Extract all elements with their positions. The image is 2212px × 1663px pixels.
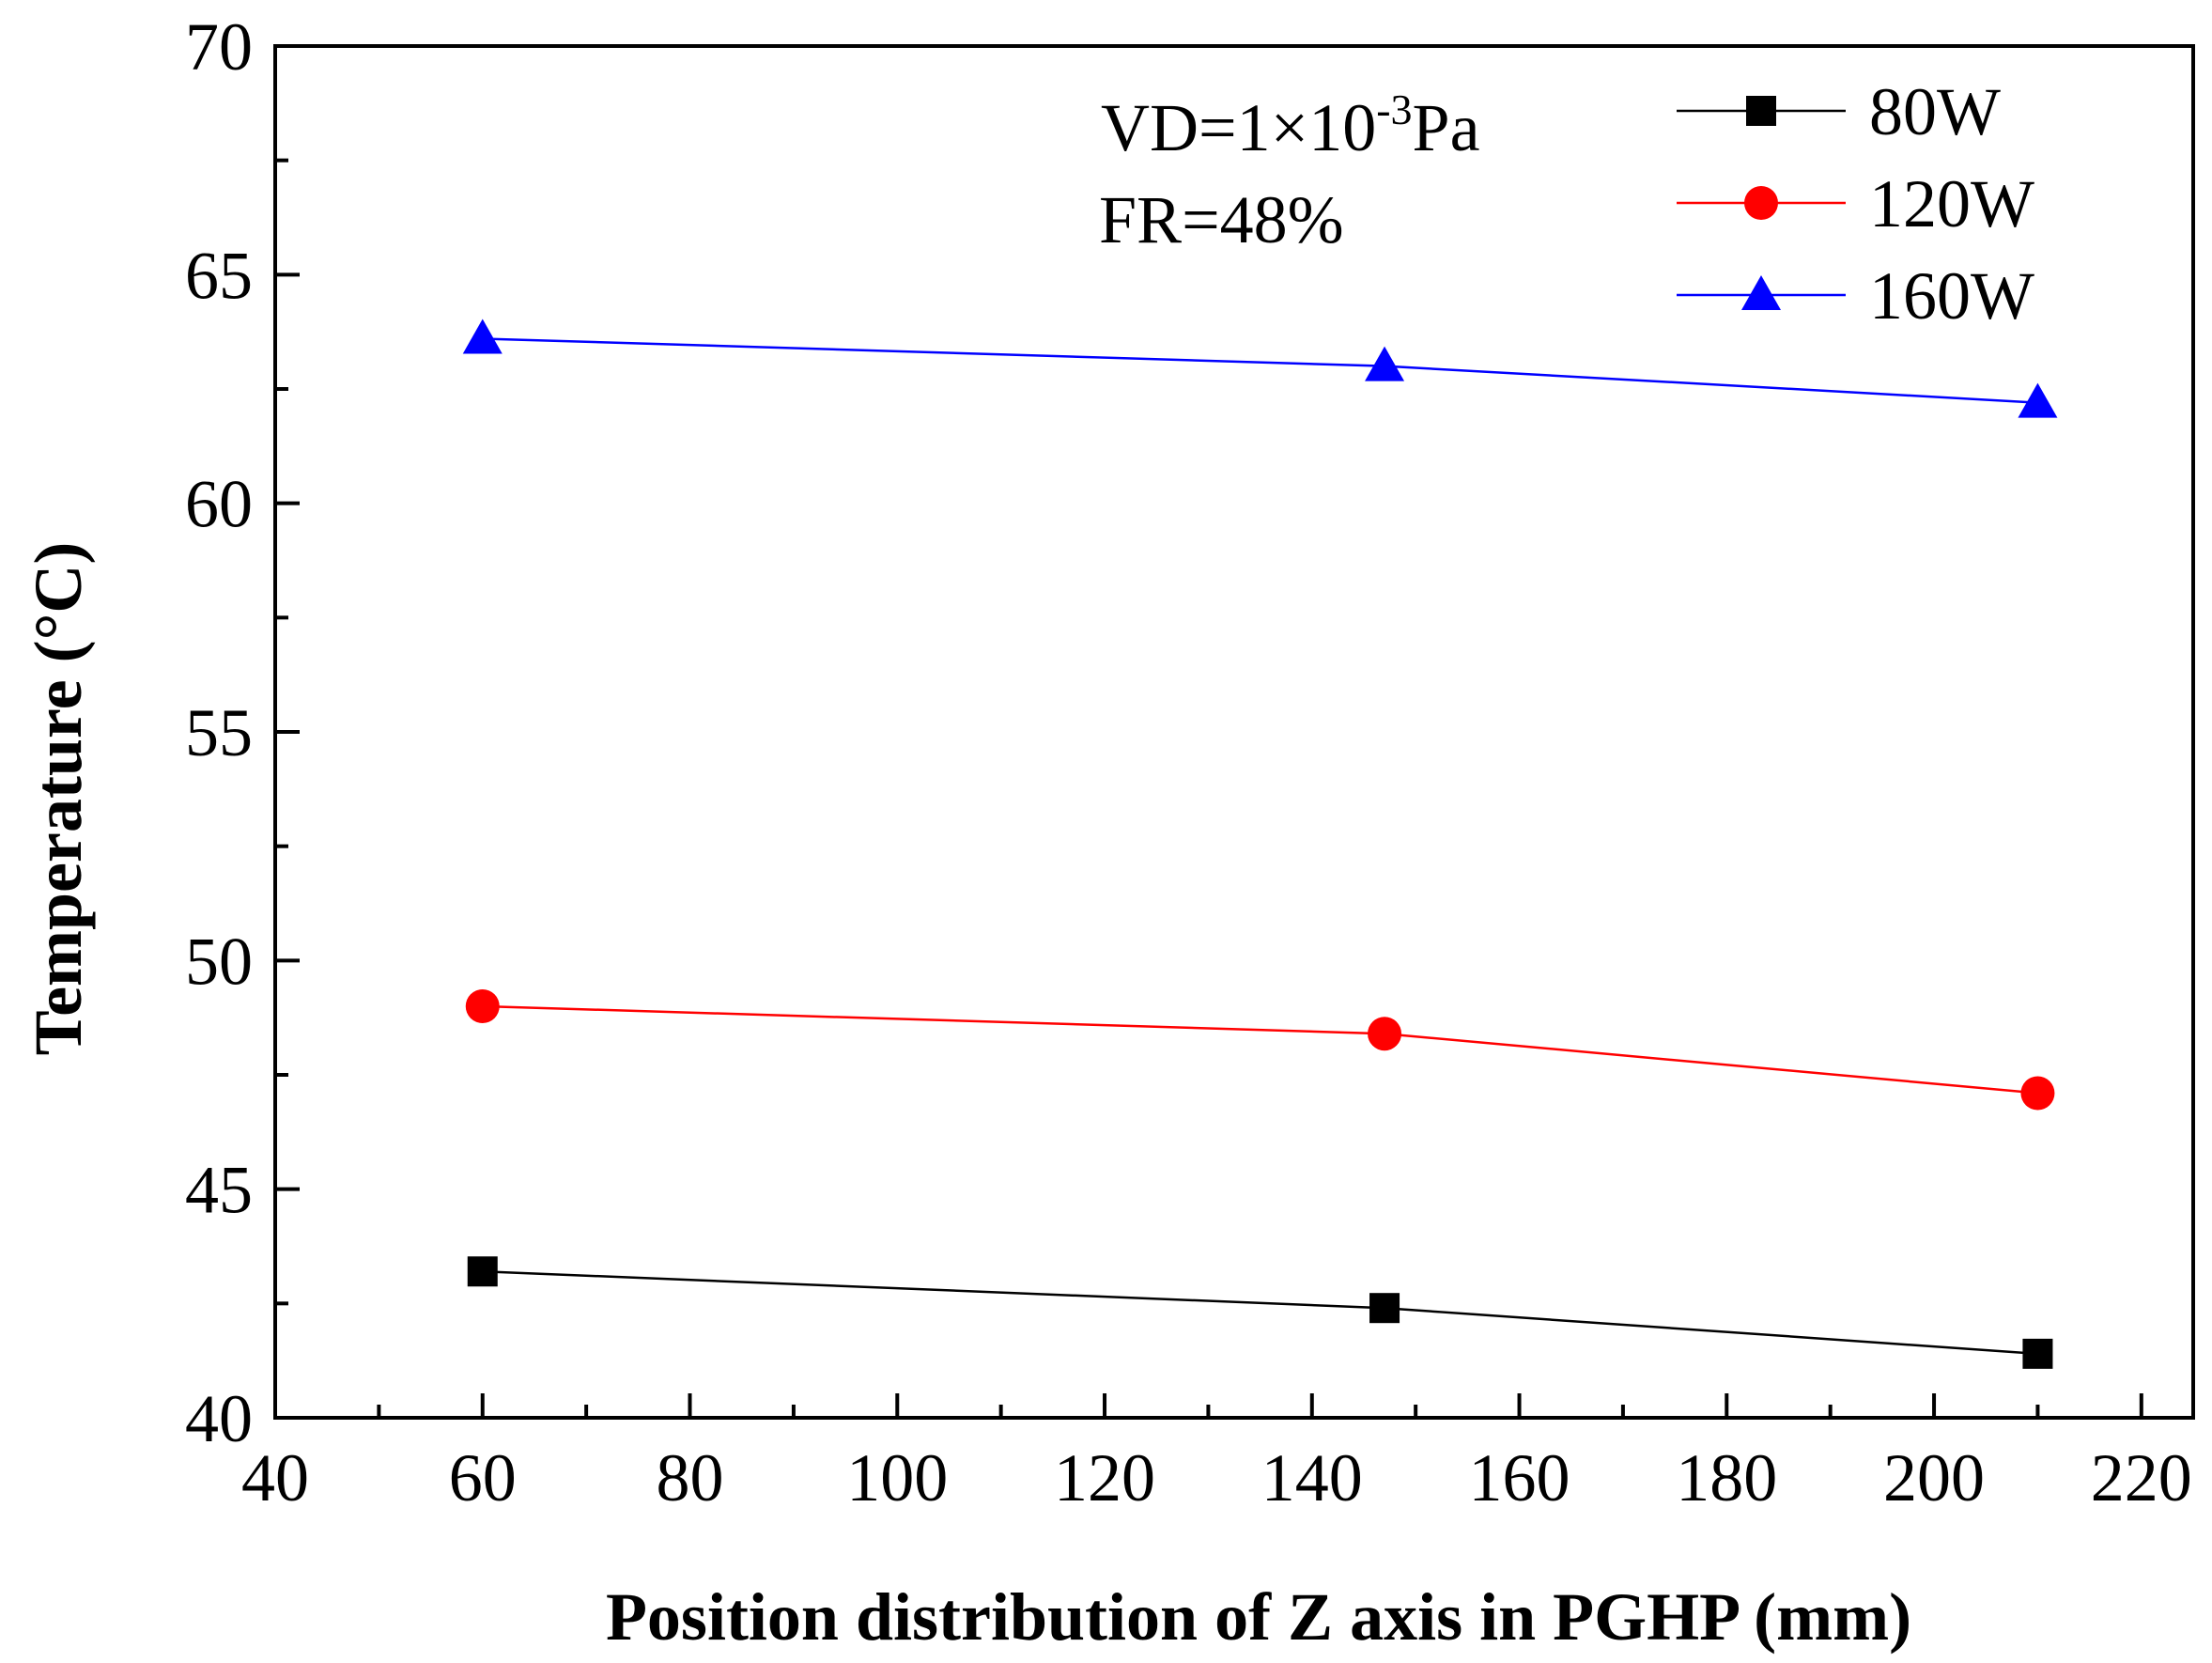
x-axis: 40 60 80 100 120 140 160 180 200 220 [241, 1393, 2192, 1515]
y-tick-label: 45 [185, 1153, 253, 1228]
x-tick-label: 220 [2091, 1440, 2192, 1515]
legend-item-120W: 120W [1677, 166, 2034, 241]
y-tick-label: 50 [185, 924, 253, 999]
x-tick-label: 80 [657, 1440, 724, 1515]
legend: 80W 120W 160W [1677, 74, 2034, 334]
annotation-vd-suffix: Pa [1413, 90, 1480, 165]
annotation-vd-text: VD=1×10 [1101, 90, 1376, 165]
x-tick-label: 40 [241, 1440, 309, 1515]
annotation-vacuum-degree: VD=1×10-3Pa [1101, 85, 1480, 165]
legend-label: 160W [1869, 258, 2034, 334]
x-tick-label: 180 [1676, 1440, 1777, 1515]
series-160W [462, 319, 2058, 418]
y-tick-label: 65 [185, 238, 253, 313]
x-axis-title: Position distribution of Z axis in PGHP … [606, 1579, 1911, 1655]
y-tick-label: 70 [185, 9, 253, 85]
annotation-vd-superscript: -3 [1376, 85, 1412, 133]
x-tick-label: 140 [1261, 1440, 1363, 1515]
legend-item-80W: 80W [1677, 74, 2001, 149]
data-point [2018, 382, 2058, 418]
data-point [1365, 346, 1405, 381]
legend-marker [1741, 275, 1781, 310]
data-point [1369, 1293, 1400, 1324]
x-tick-label: 120 [1054, 1440, 1155, 1515]
data-point [2022, 1338, 2053, 1369]
legend-marker [1744, 186, 1778, 220]
legend-label: 80W [1869, 74, 2001, 149]
y-tick-label: 60 [185, 467, 253, 542]
data-point [465, 989, 500, 1023]
data-point [2020, 1076, 2055, 1111]
x-tick-label: 200 [1883, 1440, 1985, 1515]
legend-label: 120W [1869, 166, 2034, 241]
x-tick-label: 100 [846, 1440, 948, 1515]
x-tick-label: 160 [1469, 1440, 1570, 1515]
y-tick-label: 40 [185, 1381, 253, 1456]
legend-marker [1746, 96, 1776, 126]
data-point [467, 1256, 498, 1287]
series-80W [467, 1256, 2053, 1369]
data-point [462, 319, 503, 354]
series-layer [462, 319, 2058, 1369]
legend-item-160W: 160W [1677, 258, 2034, 334]
y-axis-title: Temperature (°C) [21, 542, 96, 1056]
x-tick-label: 60 [449, 1440, 517, 1515]
data-point [1368, 1017, 1402, 1051]
y-tick-label: 55 [185, 695, 253, 770]
series-120W [465, 989, 2055, 1111]
annotation-filling-ratio: FR=48% [1099, 182, 1344, 257]
y-axis: 40 45 50 55 60 65 70 [185, 9, 300, 1456]
